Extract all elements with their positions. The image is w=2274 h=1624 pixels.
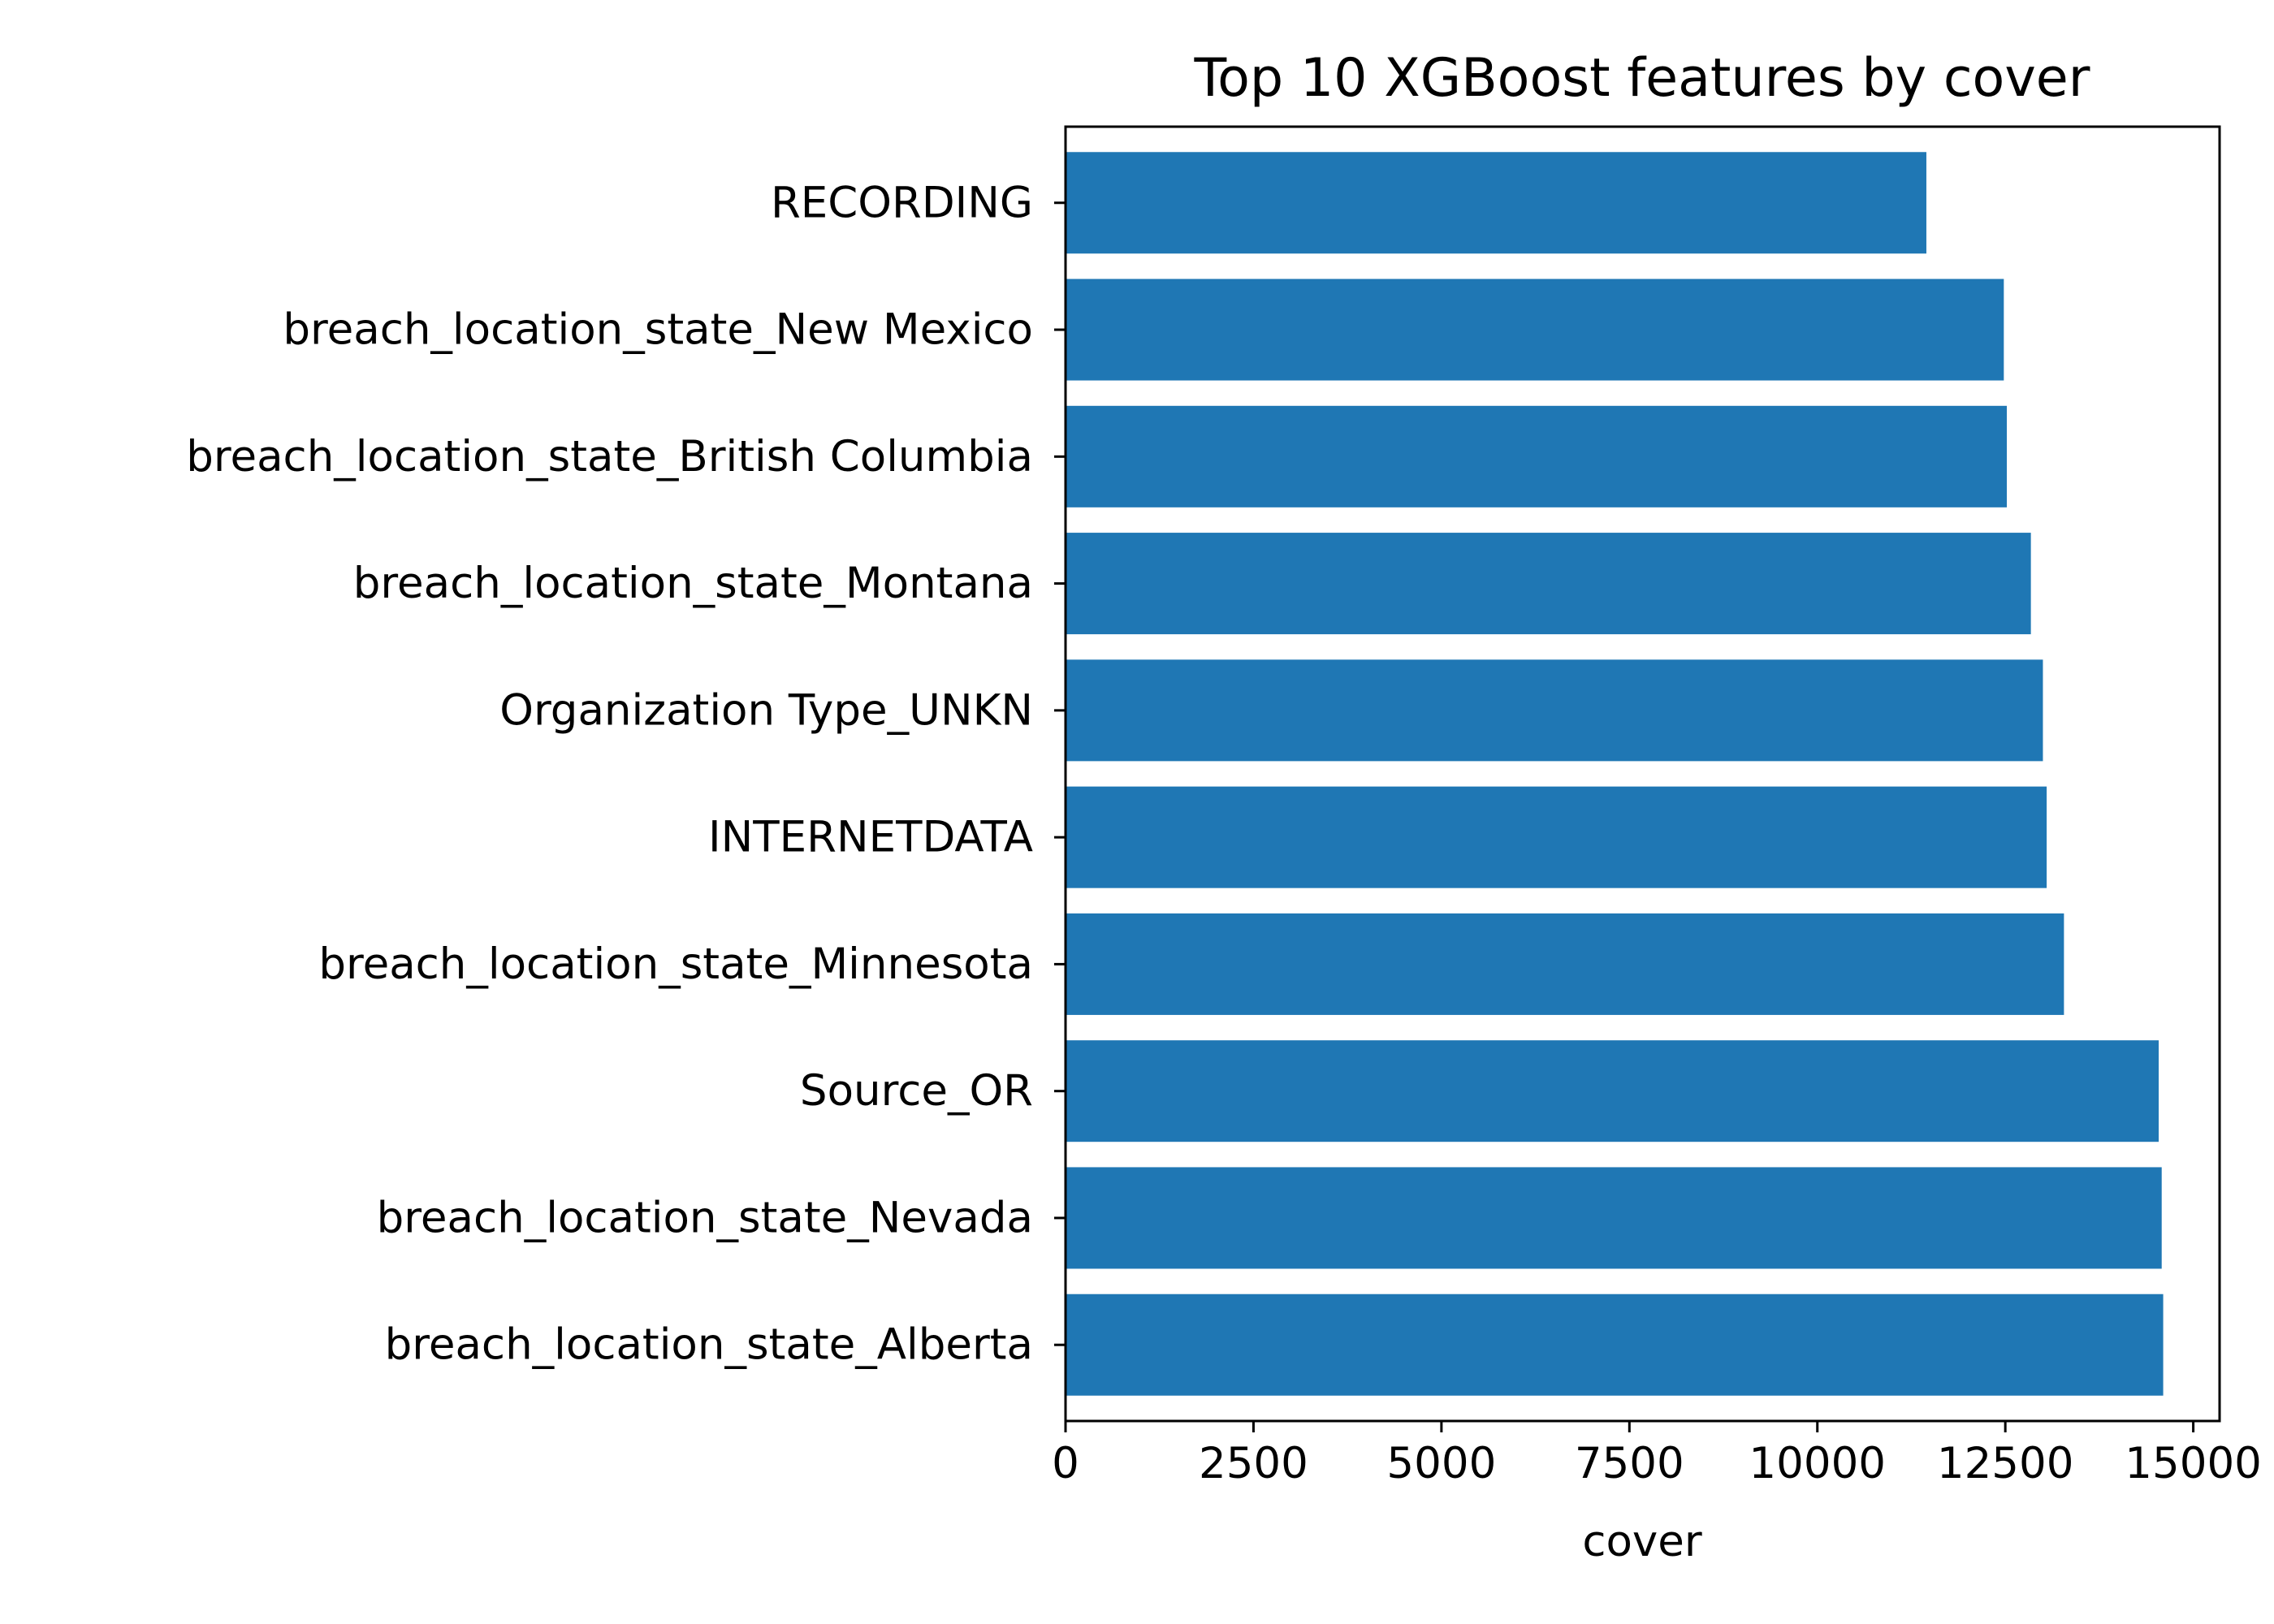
y-tick-label: breach_location_state_Nevada bbox=[377, 1193, 1033, 1242]
x-axis: 0 2500 5000 7500 10000 12500 15000 bbox=[1052, 1421, 2262, 1488]
bars-layer bbox=[1066, 152, 2164, 1396]
bar bbox=[1066, 1167, 2162, 1269]
bar bbox=[1066, 279, 2004, 381]
y-tick-label: breach_location_state_Alberta bbox=[385, 1320, 1033, 1370]
x-tick-label: 12500 bbox=[1937, 1439, 2074, 1488]
y-tick-label: breach_location_state_Montana bbox=[353, 559, 1033, 608]
chart-title: Top 10 XGBoost features by cover bbox=[1193, 48, 2090, 109]
x-tick-label: 10000 bbox=[1749, 1439, 1886, 1488]
x-tick-label: 5000 bbox=[1386, 1439, 1496, 1488]
bar bbox=[1066, 405, 2008, 508]
bar bbox=[1066, 152, 1926, 254]
y-tick-label: breach_location_state_British Columbia bbox=[186, 432, 1033, 482]
x-tick-label: 7500 bbox=[1575, 1439, 1684, 1488]
y-tick-label: RECORDING bbox=[771, 178, 1033, 227]
y-tick-label: Organization Type_UNKN bbox=[499, 685, 1033, 735]
bar bbox=[1066, 786, 2047, 888]
x-tick-label: 2500 bbox=[1199, 1439, 1308, 1488]
x-tick-label: 0 bbox=[1052, 1439, 1079, 1488]
y-tick-label: breach_location_state_Minnesota bbox=[318, 939, 1033, 989]
plot-frame bbox=[1064, 125, 2221, 1423]
bar bbox=[1066, 533, 2031, 635]
y-tick-label: breach_location_state_New Mexico bbox=[283, 305, 1033, 355]
y-axis: breach_location_state_Alberta breach_loca… bbox=[186, 178, 1066, 1370]
x-tick-label: 15000 bbox=[2125, 1439, 2262, 1488]
bar bbox=[1066, 1040, 2159, 1142]
x-axis-label: cover bbox=[1582, 1517, 1702, 1566]
y-tick-label: Source_OR bbox=[800, 1066, 1033, 1116]
bar bbox=[1066, 1294, 2164, 1396]
y-tick-label: INTERNETDATA bbox=[708, 813, 1033, 862]
bar bbox=[1066, 659, 2043, 762]
bar bbox=[1066, 913, 2064, 1015]
